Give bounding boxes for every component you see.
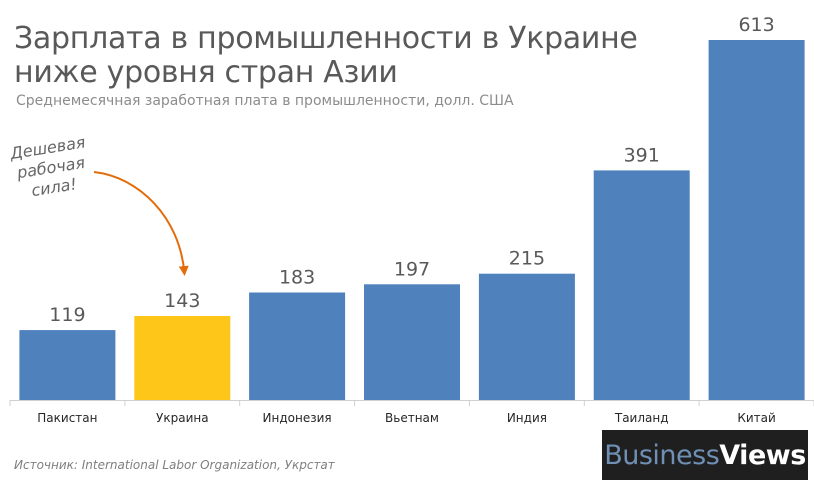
x-axis-ticks: Пакистан Украина Индонезия Вьетнам Индия Таил… bbox=[9, 400, 814, 425]
value-label-5: 215 bbox=[509, 248, 545, 270]
bar-4 bbox=[364, 284, 460, 400]
bar-2 bbox=[134, 316, 231, 400]
logo-part-views: Views bbox=[719, 439, 806, 471]
brand-logo: Business Views bbox=[602, 430, 808, 480]
chart-title: Зарплата в промышленности в Украине ниже… bbox=[14, 21, 638, 90]
value-label-3: 183 bbox=[279, 267, 315, 289]
value-label-1: 119 bbox=[49, 304, 85, 326]
value-label-7: 613 bbox=[738, 14, 774, 36]
category-label-4: Вьетнам bbox=[385, 411, 439, 425]
category-label-1: Пакистан bbox=[37, 411, 97, 425]
category-label-5: Индия bbox=[507, 411, 547, 425]
bar-3 bbox=[249, 292, 346, 400]
value-label-6: 391 bbox=[624, 144, 660, 166]
bar-6 bbox=[593, 170, 690, 400]
logo-part-business: Business bbox=[604, 439, 720, 471]
bar-7 bbox=[708, 40, 805, 400]
category-label-7: Китай bbox=[737, 411, 775, 425]
bar-1 bbox=[19, 330, 116, 400]
value-label-4: 197 bbox=[394, 258, 430, 280]
category-label-3: Индонезия bbox=[263, 411, 332, 425]
annotation-arrow bbox=[93, 171, 189, 277]
bar-5 bbox=[478, 273, 575, 400]
category-label-6: Таиланд bbox=[614, 411, 669, 425]
value-label-2: 143 bbox=[164, 290, 200, 312]
bar-group: 119 143 183 197 215 391 613 bbox=[19, 14, 805, 400]
category-label-2: Украина bbox=[156, 411, 209, 425]
source-note: Источник: International Labor Organizati… bbox=[14, 458, 335, 472]
chart-subtitle: Среднемесячная заработная плата в промыш… bbox=[16, 93, 514, 109]
